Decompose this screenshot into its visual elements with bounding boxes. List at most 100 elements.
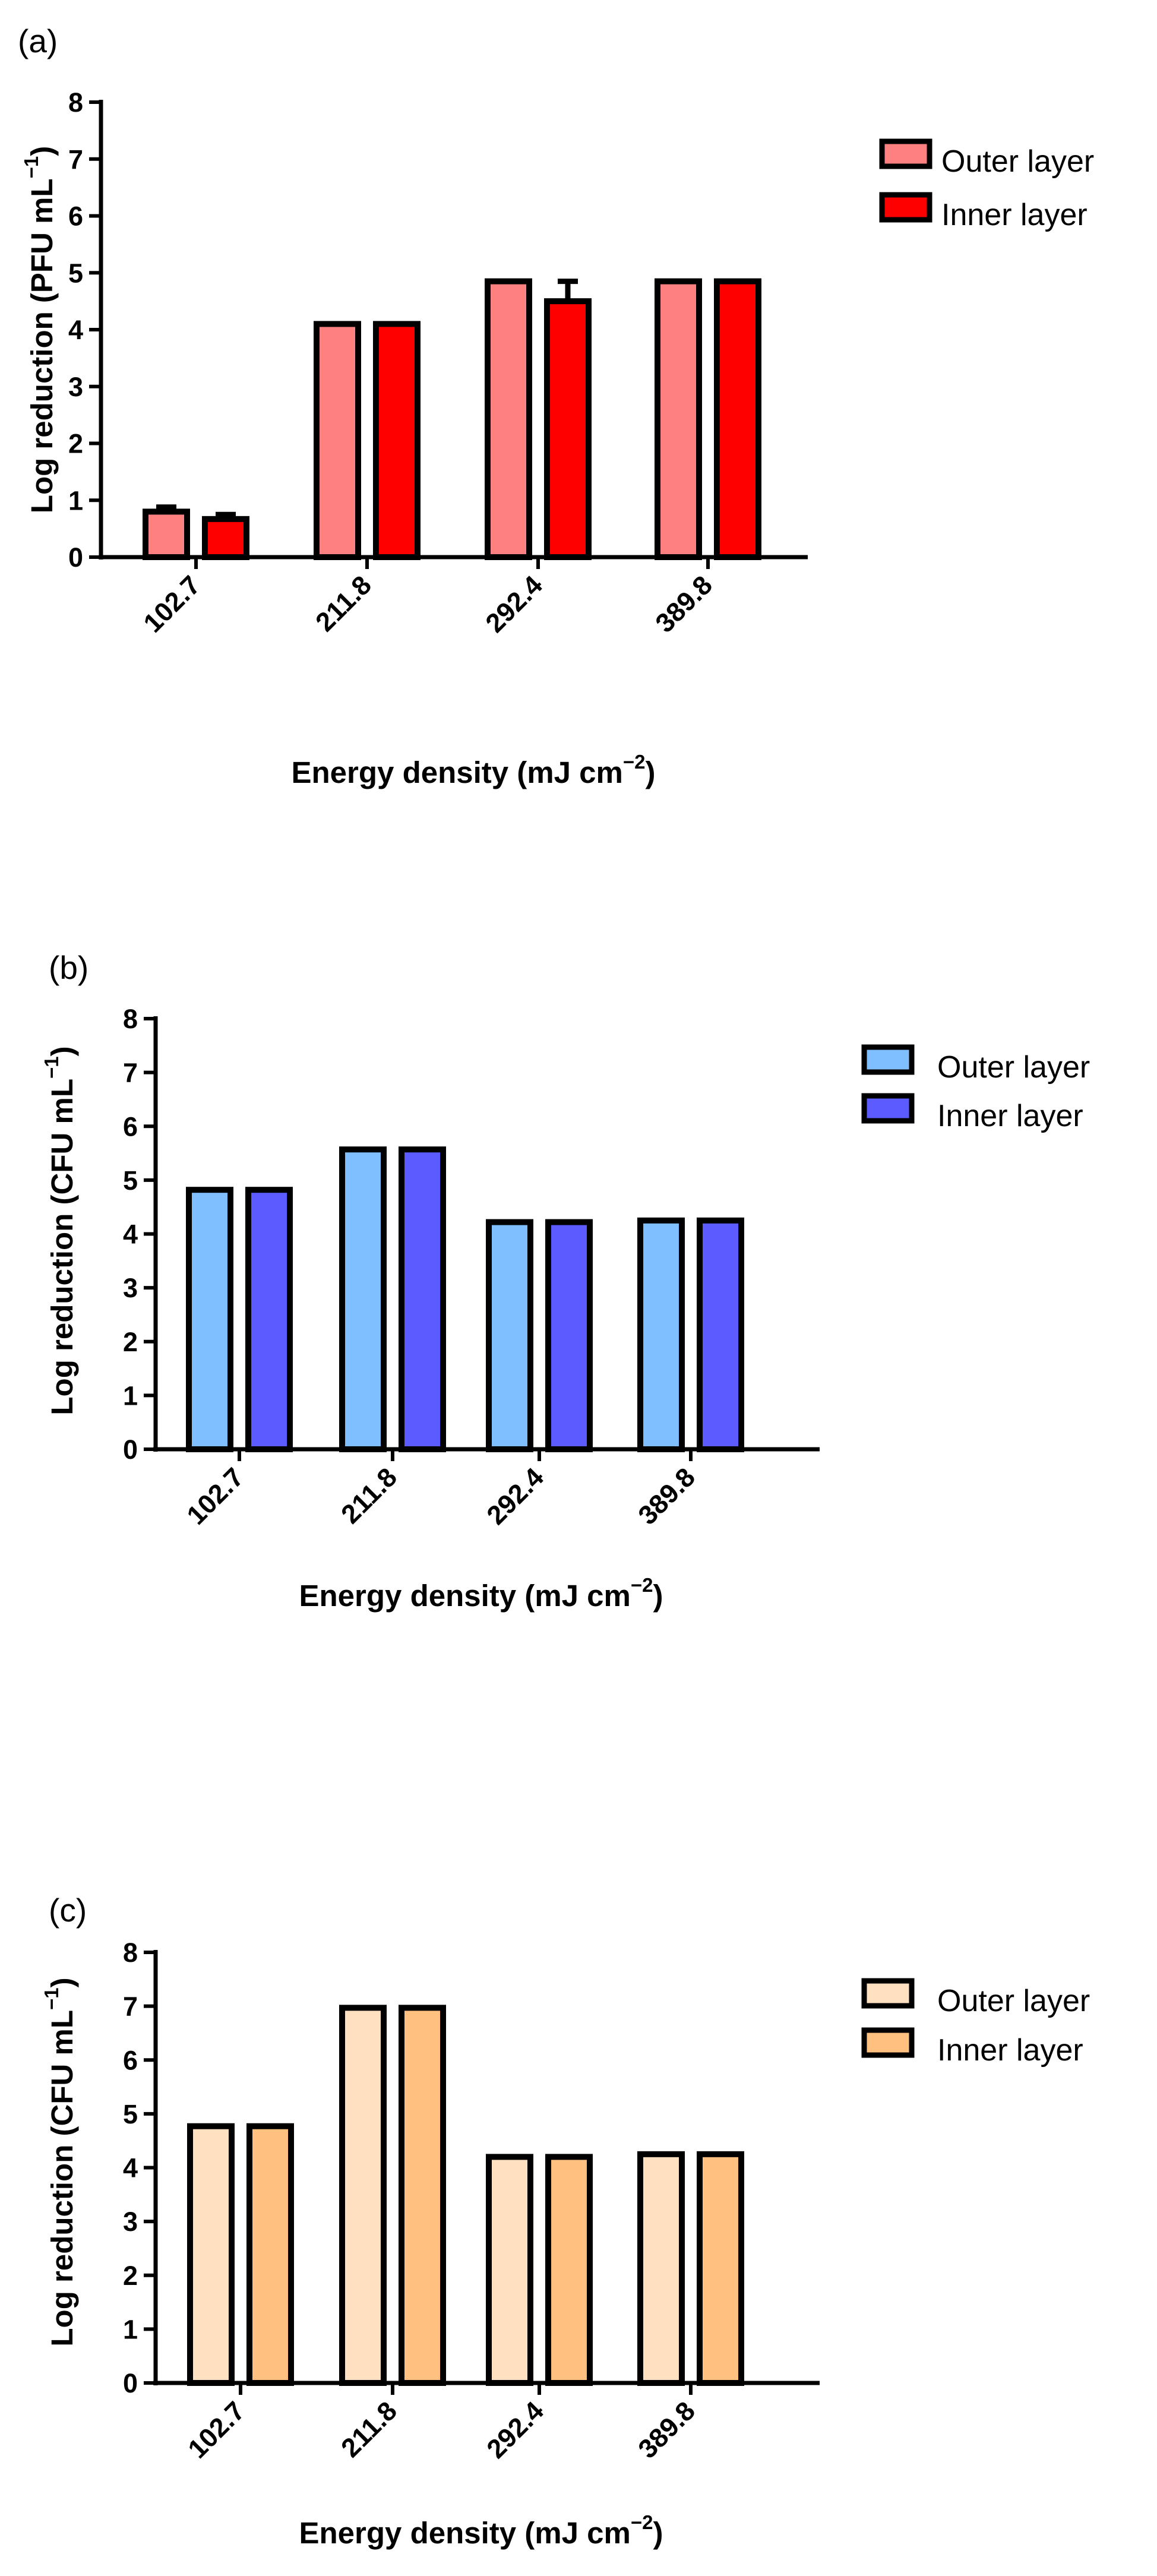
- legend-swatch-inner: [861, 1093, 915, 1124]
- x-tick-label: 102.7: [137, 570, 206, 639]
- bar-inner-4: [697, 2151, 744, 2386]
- bar-outer-4: [637, 1217, 685, 1452]
- x-tick-label: 211.8: [335, 2395, 403, 2463]
- y-tick-label: 7: [123, 1058, 138, 1088]
- legend-label-inner: Inner layer: [941, 198, 1088, 232]
- panel-label: (b): [49, 949, 88, 986]
- panel-label: (c): [49, 1892, 87, 1929]
- bar-inner-1: [202, 516, 249, 560]
- y-tick-label: 0: [123, 2368, 138, 2398]
- bar-inner-1: [246, 2123, 294, 2386]
- legend-swatch-outer: [861, 1978, 915, 2009]
- y-tick-label: 1: [123, 2314, 138, 2344]
- x-axis-title-end: ): [646, 756, 656, 789]
- bar-inner-4: [697, 1217, 744, 1452]
- y-tick-label: 5: [68, 258, 83, 288]
- bar-inner-3: [545, 1219, 593, 1452]
- y-axis-title-end: ): [45, 1046, 79, 1056]
- y-tick-label: 3: [123, 2207, 138, 2237]
- x-tick-label: 389.8: [632, 2395, 701, 2464]
- x-axis-title-end: ): [653, 2516, 663, 2550]
- legend-label-inner: Inner layer: [937, 1099, 1083, 1133]
- y-tick-label: 6: [123, 1111, 138, 1142]
- x-axis-title-sup: −2: [631, 2511, 653, 2533]
- y-tick-label: 4: [68, 315, 83, 345]
- x-tick-label: 211.8: [335, 1462, 403, 1529]
- x-tick-label: 102.7: [182, 2395, 251, 2464]
- y-tick-label: 6: [123, 2045, 138, 2075]
- chart-panel-a: (a) 0 1 2 3 4 5 6 7 8 102.7 211.8 292.4 389.8 Energy d…: [18, 23, 1094, 789]
- y-tick-label: 7: [123, 1992, 138, 2022]
- x-tick-label: 102.7: [181, 1462, 249, 1531]
- legend-swatch-inner: [861, 2027, 915, 2058]
- bar-outer-1: [143, 508, 190, 561]
- bar-outer-3: [486, 2154, 533, 2386]
- y-tick-label: 3: [123, 1273, 138, 1303]
- y-axis-title: Log reduction (PFU mL−1): [20, 146, 59, 513]
- bar-outer-1: [186, 1187, 233, 1452]
- y-tick-label: 4: [123, 1219, 138, 1250]
- legend-label-inner: Inner layer: [937, 2033, 1083, 2068]
- x-axis-title-sup: −2: [623, 751, 646, 773]
- y-axis-title-sup: −1: [40, 1056, 62, 1079]
- y-tick-label: 1: [68, 485, 83, 516]
- panel-label: (a): [18, 23, 58, 59]
- y-tick-label: 2: [123, 1327, 138, 1357]
- chart-panel-b: (b) 0 1 2 3 4 5 6 7 8 102.7 211.8 292.4 389.8 Energy d…: [40, 949, 1090, 1613]
- y-tick-label: 1: [123, 1380, 138, 1411]
- bar-inner-3: [545, 2154, 593, 2386]
- legend-label-outer: Outer layer: [941, 144, 1094, 179]
- y-tick-label: 4: [123, 2153, 138, 2183]
- y-axis-title-main: Log reduction (PFU mL: [25, 178, 59, 513]
- bar-inner-2: [373, 321, 421, 560]
- legend-label-outer: Outer layer: [937, 1050, 1090, 1085]
- bar-outer-2: [339, 2005, 387, 2386]
- x-tick-label: 292.4: [480, 2395, 549, 2464]
- y-axis-title-end: ): [25, 146, 59, 156]
- y-axis-title-main: Log reduction (CFU mL: [45, 1079, 79, 1415]
- y-tick-label: 8: [123, 1937, 138, 1968]
- x-axis-title-main: Energy density (mJ cm: [292, 756, 623, 789]
- bar-outer-3: [486, 1219, 533, 1452]
- y-axis-title-end: ): [45, 1977, 79, 1987]
- y-tick-label: 0: [123, 1434, 138, 1465]
- x-axis-title-main: Energy density (mJ cm: [299, 2516, 631, 2550]
- legend-swatch-outer: [879, 138, 932, 169]
- bar-inner-2: [399, 1146, 446, 1452]
- x-axis-title: Energy density (mJ cm−2): [299, 2511, 663, 2550]
- y-tick-label: 8: [123, 1004, 138, 1034]
- y-tick-label: 6: [68, 201, 83, 232]
- bar-inner-3: [544, 298, 592, 560]
- bar-outer-3: [485, 278, 532, 560]
- chart-panel-c: (c) 0 1 2 3 4 5 6 7 8 102.7 211.8 292.4 389.8 Energy d…: [40, 1892, 1090, 2550]
- x-tick-label: 292.4: [480, 1462, 549, 1531]
- legend-swatch-inner: [879, 192, 932, 223]
- bar-outer-1: [187, 2123, 235, 2386]
- bar-inner-2: [399, 2005, 446, 2386]
- bar-outer-2: [314, 321, 361, 560]
- y-tick-label: 5: [123, 1165, 138, 1196]
- y-axis-title-main: Log reduction (CFU mL: [45, 2010, 79, 2347]
- x-tick-label: 389.8: [649, 570, 718, 639]
- y-axis-title-sup: −1: [20, 156, 42, 179]
- bar-outer-2: [339, 1146, 387, 1452]
- x-axis-title-main: Energy density (mJ cm: [299, 1579, 631, 1613]
- x-axis-title-sup: −2: [631, 1574, 653, 1596]
- legend-label-outer: Outer layer: [937, 1984, 1090, 2018]
- legend-swatch-outer: [861, 1044, 915, 1075]
- y-tick-label: 2: [123, 2261, 138, 2291]
- x-tick-label: 211.8: [309, 570, 377, 637]
- bar-inner-4: [714, 278, 761, 560]
- y-axis-title: Log reduction (CFU mL−1): [40, 1046, 79, 1415]
- bar-outer-4: [637, 2151, 685, 2386]
- y-tick-label: 8: [68, 87, 83, 118]
- x-tick-label: 389.8: [632, 1462, 701, 1531]
- bar-inner-1: [245, 1187, 293, 1452]
- y-tick-label: 2: [68, 429, 83, 459]
- x-axis-title: Energy density (mJ cm−2): [299, 1574, 663, 1613]
- y-tick-label: 0: [68, 542, 83, 573]
- x-axis-title: Energy density (mJ cm−2): [292, 751, 656, 789]
- x-axis-title-end: ): [653, 1579, 663, 1613]
- y-tick-label: 3: [68, 372, 83, 402]
